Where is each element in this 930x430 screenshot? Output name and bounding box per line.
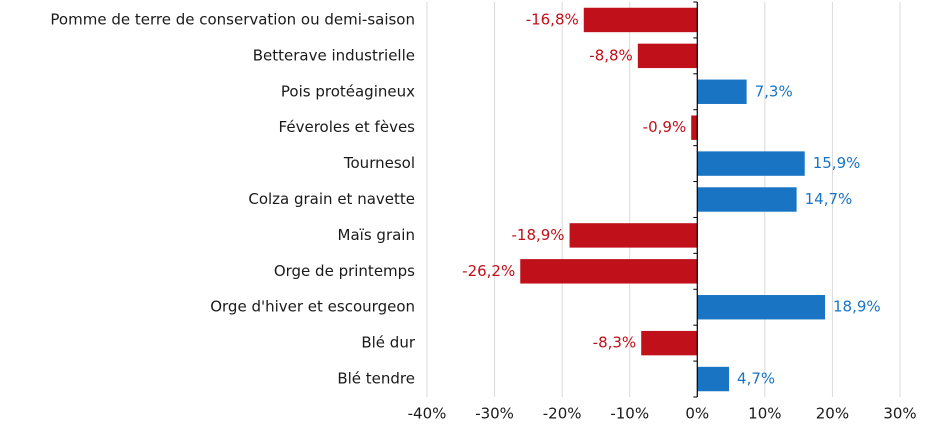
y-tick-label: Maïs grain [338,226,415,244]
value-label: 4,7% [737,370,775,388]
value-label: -16,8% [526,10,579,28]
x-tick-label: -10% [610,405,649,423]
y-tick-label: Orge d'hiver et escourgeon [210,298,415,316]
bar [697,79,747,104]
y-tick-label: Tournesol [343,154,415,172]
y-tick-label: Pomme de terre de conservation ou demi-s… [50,10,415,28]
y-tick-label: Blé dur [361,334,415,352]
x-tick-label: 20% [816,405,849,423]
x-tick-label: -40% [408,405,447,423]
value-label: -26,2% [462,262,515,280]
bar [641,330,698,356]
value-label: -8,3% [593,334,637,352]
bar [637,43,698,69]
value-label: 14,7% [805,190,853,208]
x-tick-label: -30% [475,405,514,423]
value-label: -0,9% [643,118,687,136]
bar [583,7,698,33]
bar [569,223,698,248]
value-label: -8,8% [589,46,633,64]
y-tick-label: Féveroles et fèves [279,118,416,136]
y-tick-label: Betterave industrielle [253,46,415,64]
bar [697,366,730,392]
bar [691,115,698,140]
bar [697,187,797,212]
y-tick-label: Colza grain et navette [248,190,415,208]
x-tick-label: -20% [543,405,582,423]
x-tick-label: 0% [685,405,709,423]
bar [520,259,698,284]
y-tick-label: Pois protéagineux [281,82,415,100]
value-label: 15,9% [813,154,861,172]
bar [697,295,825,320]
x-tick-label: 10% [748,405,781,423]
value-label: 18,9% [833,298,881,316]
bar [697,151,805,176]
y-tick-label: Blé tendre [337,370,415,388]
value-label: -18,9% [511,226,564,244]
x-tick-label: 30% [883,405,916,423]
value-label: 7,3% [755,82,793,100]
y-tick-label: Orge de printemps [274,262,415,280]
